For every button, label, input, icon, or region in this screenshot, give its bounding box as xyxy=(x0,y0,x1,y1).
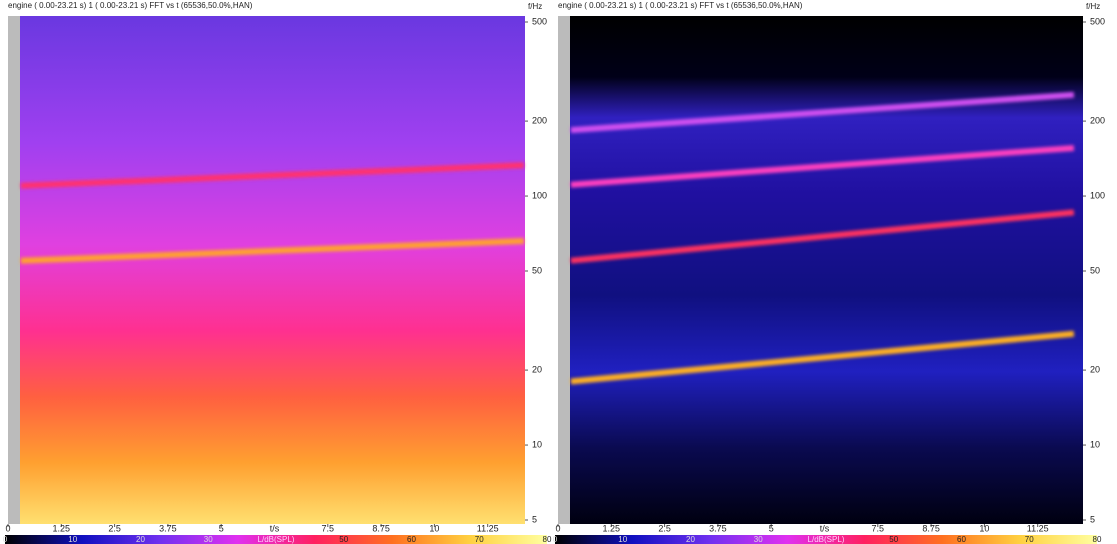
y-tick-label: 200 xyxy=(532,115,547,125)
x-tick-label: 11.25 xyxy=(477,523,499,533)
colorbar-tick-label: 50 xyxy=(339,535,348,544)
colorbar-tick-label: 70 xyxy=(475,535,484,544)
x-axis-label: t/s xyxy=(820,523,830,533)
colorbar-tick-label: 20 xyxy=(136,535,145,544)
colorbar-tick-label: 30 xyxy=(754,535,763,544)
y-tick-label: 10 xyxy=(1090,439,1100,449)
colorbar-tick-label: 80 xyxy=(543,535,552,544)
colorbar-tick-label: 80 xyxy=(1093,535,1102,544)
plot-gray-strip xyxy=(558,16,570,524)
colorbar-label: L/dB(SPL) xyxy=(808,535,845,544)
colorbar-tick-label: 70 xyxy=(1025,535,1034,544)
x-tick-label: 1.25 xyxy=(603,523,621,533)
x-tick-label: 5 xyxy=(769,523,774,533)
y-tick-label: 20 xyxy=(532,364,542,374)
x-tick-label: 11.25 xyxy=(1027,523,1049,533)
colorbar-label: L/dB(SPL) xyxy=(258,535,295,544)
y-tick-label: 50 xyxy=(532,265,542,275)
y-tick-label: 20 xyxy=(1090,364,1100,374)
x-tick-label: 1.25 xyxy=(53,523,71,533)
chart: engine ( 0.00-23.21 s) 1 ( 0.00-23.21 s)… xyxy=(0,0,1117,544)
y-tick-label: 50 xyxy=(1090,265,1100,275)
y-tick-label: 500 xyxy=(1090,16,1105,26)
x-tick-label: 3.75 xyxy=(159,523,177,533)
x-tick-label: 7.5 xyxy=(872,523,885,533)
colorbar-tick-label: 0 xyxy=(3,535,8,544)
colorbar-tick-label: 20 xyxy=(686,535,695,544)
x-tick-label: 0 xyxy=(555,523,560,533)
y-tick-label: 10 xyxy=(532,439,542,449)
x-tick-label: 10 xyxy=(429,523,439,533)
colorbar-tick-label: 60 xyxy=(957,535,966,544)
y-tick-label: 5 xyxy=(1090,514,1095,524)
y-axis-label: f/Hz xyxy=(528,2,542,11)
colorbar-tick-label: 30 xyxy=(204,535,213,544)
x-tick-label: 8.75 xyxy=(922,523,940,533)
x-tick-label: 10 xyxy=(979,523,989,533)
plot-gray-strip xyxy=(8,16,20,524)
spectrogram-area xyxy=(20,16,525,524)
y-tick-label: 5 xyxy=(532,514,537,524)
colorbar-tick-label: 10 xyxy=(68,535,77,544)
colorbar-tick-label: 50 xyxy=(889,535,898,544)
x-tick-label: 0 xyxy=(5,523,10,533)
x-tick-label: 7.5 xyxy=(322,523,335,533)
x-tick-label: 2.5 xyxy=(108,523,121,533)
colorbar-tick-label: 60 xyxy=(407,535,416,544)
spectrogram-area xyxy=(570,16,1083,524)
chart-title: engine ( 0.00-23.21 s) 1 ( 0.00-23.21 s)… xyxy=(558,1,803,10)
x-axis-label: t/s xyxy=(270,523,280,533)
colorbar-tick-label: 10 xyxy=(618,535,627,544)
x-tick-label: 8.75 xyxy=(372,523,390,533)
page: engine ( 0.00-23.21 s) 1 ( 0.00-23.21 s)… xyxy=(0,0,1117,544)
y-axis-label: f/Hz xyxy=(1086,2,1100,11)
x-tick-label: 5 xyxy=(219,523,224,533)
y-tick-label: 100 xyxy=(532,190,547,200)
y-tick-label: 500 xyxy=(532,16,547,26)
x-tick-label: 3.75 xyxy=(709,523,727,533)
y-tick-label: 100 xyxy=(1090,190,1105,200)
x-tick-label: 2.5 xyxy=(658,523,671,533)
chart-title: engine ( 0.00-23.21 s) 1 ( 0.00-23.21 s)… xyxy=(8,1,253,10)
colorbar-tick-label: 0 xyxy=(553,535,558,544)
y-tick-label: 200 xyxy=(1090,115,1105,125)
